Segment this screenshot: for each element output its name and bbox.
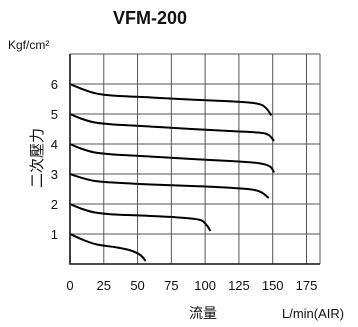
y-tick-labels: 1 2 3 4 5 6	[51, 77, 58, 242]
x-tick-label: 25	[97, 278, 111, 293]
x-tick-label: 75	[164, 278, 178, 293]
y-tick-label: 6	[51, 77, 58, 92]
y-axis-unit: Kgf/cm²	[8, 38, 49, 52]
y-tick-label: 1	[51, 227, 58, 242]
y-tick-label: 4	[51, 137, 58, 152]
y-tick-label: 3	[51, 167, 58, 182]
series-line-4	[69, 173, 270, 199]
x-tick-label: 175	[296, 278, 318, 293]
y-tick-label: 2	[51, 197, 58, 212]
series-line-2	[69, 113, 275, 142]
x-tick-label: 150	[262, 278, 284, 293]
x-tick-label: 50	[130, 278, 144, 293]
series-line-3	[69, 143, 275, 174]
series-line-1	[69, 83, 273, 117]
x-axis-label: 流量	[189, 306, 217, 322]
x-tick-label: 125	[228, 278, 250, 293]
axes	[69, 54, 320, 265]
chart-title: VFM-200	[113, 8, 187, 28]
x-tick-labels: 0 25 50 75 100 125 150 175	[66, 278, 317, 293]
series-line-5	[69, 203, 212, 232]
axis-lines	[69, 54, 320, 265]
y-axis-label: 二次壓力	[28, 128, 46, 188]
y-tick-label: 5	[51, 107, 58, 122]
x-tick-label: 100	[194, 278, 216, 293]
x-tick-label: 0	[66, 278, 73, 293]
series-group	[69, 83, 275, 262]
series-line-6	[69, 233, 147, 262]
grid	[70, 53, 321, 264]
x-axis-unit: L/min(AIR)	[282, 306, 344, 321]
